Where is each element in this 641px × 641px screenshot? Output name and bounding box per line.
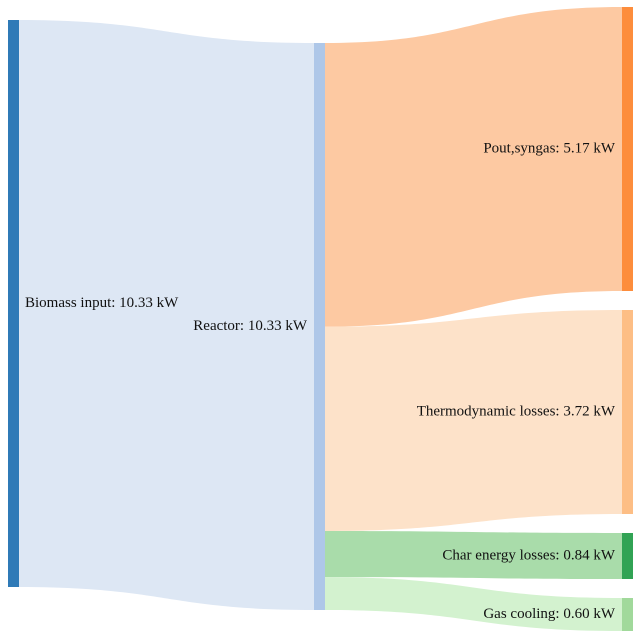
node-thermo — [622, 310, 633, 514]
node-biomass — [8, 20, 19, 587]
node-gas — [622, 598, 633, 631]
node-label-thermo: Thermodynamic losses: 3.72 kW — [417, 403, 616, 419]
node-label-reactor: Reactor: 10.33 kW — [193, 318, 308, 334]
sankey-nodes — [8, 7, 633, 631]
node-label-biomass: Biomass input: 10.33 kW — [25, 295, 179, 311]
link-biomass-to-reactor — [19, 20, 314, 610]
link-reactor-to-syngas — [325, 7, 622, 327]
sankey-links — [19, 7, 622, 631]
node-label-syngas: Pout,syngas: 5.17 kW — [483, 140, 616, 156]
node-label-gas: Gas cooling: 0.60 kW — [483, 606, 615, 622]
sankey-labels: Biomass input: 10.33 kW Reactor: 10.33 kW… — [25, 140, 616, 622]
node-char — [622, 533, 633, 579]
node-reactor — [314, 43, 325, 610]
link-reactor-to-char — [325, 530, 622, 579]
node-syngas — [622, 7, 633, 291]
link-reactor-to-gas — [325, 577, 622, 631]
node-label-char: Char energy losses: 0.84 kW — [442, 547, 615, 563]
link-reactor-to-thermo — [325, 310, 622, 531]
